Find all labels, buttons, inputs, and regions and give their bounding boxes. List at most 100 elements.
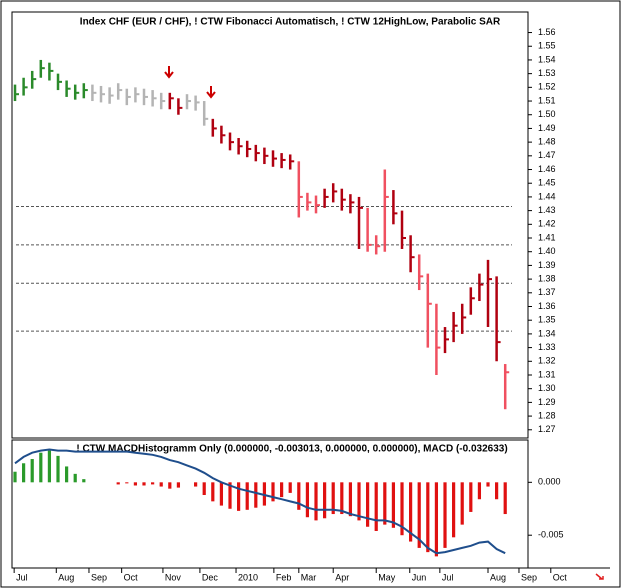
x-tick-label: Oct [553,572,568,582]
x-tick-label: Jul [16,572,28,582]
x-tick-label: Aug [58,572,74,582]
histogram-bar [357,482,361,521]
histogram-bar [202,482,206,496]
y-tick-label: 0.000 [538,477,561,487]
histogram-bar [13,471,17,483]
signal-arrow [164,66,174,79]
x-tick-label: Feb [276,572,292,582]
histogram-bar [452,482,456,538]
histogram-bar [314,482,318,521]
y-tick-label: 1.53 [538,68,556,78]
histogram-bar [159,482,163,487]
y-tick-label: 1.45 [538,178,556,188]
histogram-bar [426,482,430,553]
x-tick-label: Aug [490,572,506,582]
histogram-bar [288,482,292,493]
y-tick-label: 1.27 [538,424,556,434]
histogram-bar [297,482,301,510]
histogram-bar [142,482,146,486]
corner-icon [595,573,604,580]
y-tick-label: 1.52 [538,82,556,92]
histogram-bar [254,482,258,508]
histogram-bar [262,482,267,506]
y-tick-label: 1.56 [538,27,556,37]
histogram-bar [228,482,232,509]
y-tick-label: 1.36 [538,301,556,311]
price-panel [11,11,529,439]
y-tick-label: 1.47 [538,150,556,160]
histogram-bar [30,459,34,483]
y-tick-label: 1.44 [538,191,556,201]
histogram-bar [211,482,215,502]
histogram-bar [271,482,275,502]
histogram-bar [22,463,26,483]
y-tick-label: 1.51 [538,95,556,105]
x-tick-label: Sep [91,572,107,582]
x-tick-label: Dec [202,572,219,582]
y-tick-label: 1.31 [538,369,556,379]
histogram-bar [434,482,439,557]
histogram-bar [400,482,404,536]
y-tick-label: 1.28 [538,410,556,420]
x-tick-label: Apr [335,572,349,582]
histogram-bar [383,482,387,525]
histogram-bar [194,482,198,487]
histogram-bar [443,482,447,548]
histogram-bar [280,482,284,498]
histogram-bar [305,482,310,518]
y-tick-label: 1.46 [538,164,556,174]
histogram-bar [409,482,413,542]
macd-line [14,448,506,555]
histogram-bar [348,482,353,517]
x-tick-label: Jun [412,572,427,582]
histogram-bar [245,482,249,510]
y-tick-label: 1.40 [538,246,556,256]
histogram-bar [176,482,181,488]
y-tick-label: 1.50 [538,109,556,119]
histogram-bar [486,482,490,487]
histogram-bar [65,466,69,483]
histogram-bar [391,482,396,528]
histogram-bar [39,452,43,483]
histogram-bar [331,482,335,515]
histogram-bar [495,482,499,500]
y-tick-label: 1.37 [538,287,556,297]
x-tick-label: Sep [521,572,537,582]
x-tick-label: Jul [442,572,454,582]
histogram-bar [469,482,473,512]
y-tick-label: 1.49 [538,123,556,133]
histogram-bar [366,482,370,527]
x-tick-label: 2010 [238,572,258,582]
histogram-bar [323,482,327,519]
y-tick-label: 1.34 [538,328,556,338]
y-tick-label: 1.38 [538,273,556,283]
histogram-bar [477,482,482,500]
histogram-bar [168,482,172,489]
histogram-bar [47,450,52,483]
histogram-bar [460,482,464,525]
y-tick-label: 1.30 [538,383,556,393]
y-tick-label: 1.35 [538,315,556,325]
y-tick-label: 1.42 [538,219,556,229]
y-tick-label: 1.32 [538,356,556,366]
histogram-bar [417,482,421,548]
signal-arrow [206,86,216,99]
x-tick-label: Nov [165,572,182,582]
x-tick-label: Mar [301,572,317,582]
chart-title: Index CHF (EUR / CHF), ! CTW Fibonacci A… [80,17,501,28]
histogram-bar [73,473,77,483]
y-tick-label: 1.41 [538,232,556,242]
histogram-bar [340,482,344,515]
histogram-bar [56,455,60,483]
histogram-bar [237,482,241,511]
x-tick-label: May [378,572,396,582]
histogram-bar [151,482,155,485]
y-tick-label: 1.33 [538,342,556,352]
y-tick-label: -0.005 [538,530,564,540]
histogram-bar [116,482,120,485]
histogram-bar [503,482,507,515]
histogram-bar [125,482,129,484]
histogram-bar [133,482,138,486]
